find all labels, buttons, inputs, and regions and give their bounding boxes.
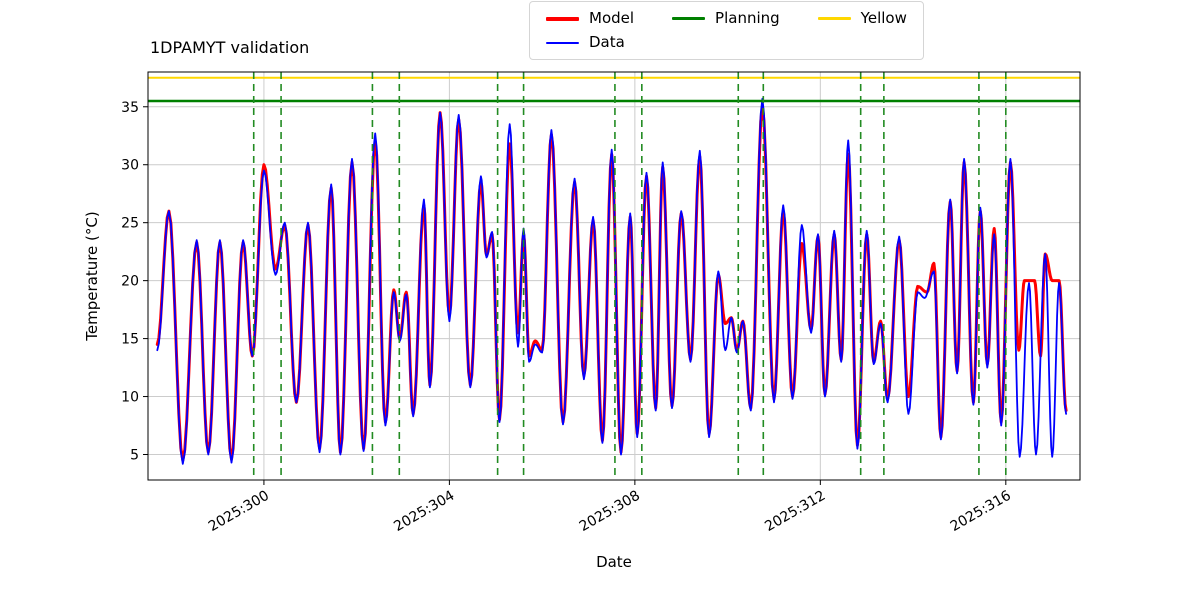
svg-text:2025:312: 2025:312: [762, 488, 828, 535]
chart-title: 1DPAMYT validation: [150, 38, 309, 57]
chart-layers: 5 10 15 20 25 30 35 2025:300 2025:304 2025:308 202…: [121, 71, 1081, 535]
svg-text:2025:308: 2025:308: [577, 488, 643, 535]
svg-text:10: 10: [121, 390, 139, 406]
svg-text:30: 30: [121, 158, 139, 174]
legend-label-data: Data: [589, 33, 625, 51]
yellow-line-swatch: [817, 17, 851, 20]
data-line-swatch: [546, 41, 579, 44]
legend-entry-planning: Planning: [672, 11, 780, 26]
svg-text:25: 25: [121, 216, 139, 232]
x-axis-label: Date: [596, 553, 632, 571]
svg-text:2025:300: 2025:300: [206, 488, 272, 535]
model-line-swatch: [546, 16, 579, 21]
svg-text:2025:304: 2025:304: [391, 488, 457, 535]
svg-text:35: 35: [121, 100, 139, 116]
planning-line-swatch: [672, 17, 706, 20]
legend-label-yellow: Yellow: [860, 9, 907, 27]
legend-entry-data: Data: [546, 35, 634, 50]
svg-text:2025:316: 2025:316: [948, 488, 1014, 535]
legend: Model Planning Yellow Data: [529, 1, 924, 60]
legend-label-planning: Planning: [715, 9, 780, 27]
svg-text:5: 5: [130, 448, 139, 464]
svg-text:20: 20: [121, 274, 139, 290]
legend-entry-model: Model: [546, 11, 634, 26]
y-axis-label: Temperature (°C): [83, 211, 101, 341]
legend-entry-yellow: Yellow: [817, 9, 907, 27]
svg-text:15: 15: [121, 332, 139, 348]
legend-label-model: Model: [589, 9, 635, 27]
